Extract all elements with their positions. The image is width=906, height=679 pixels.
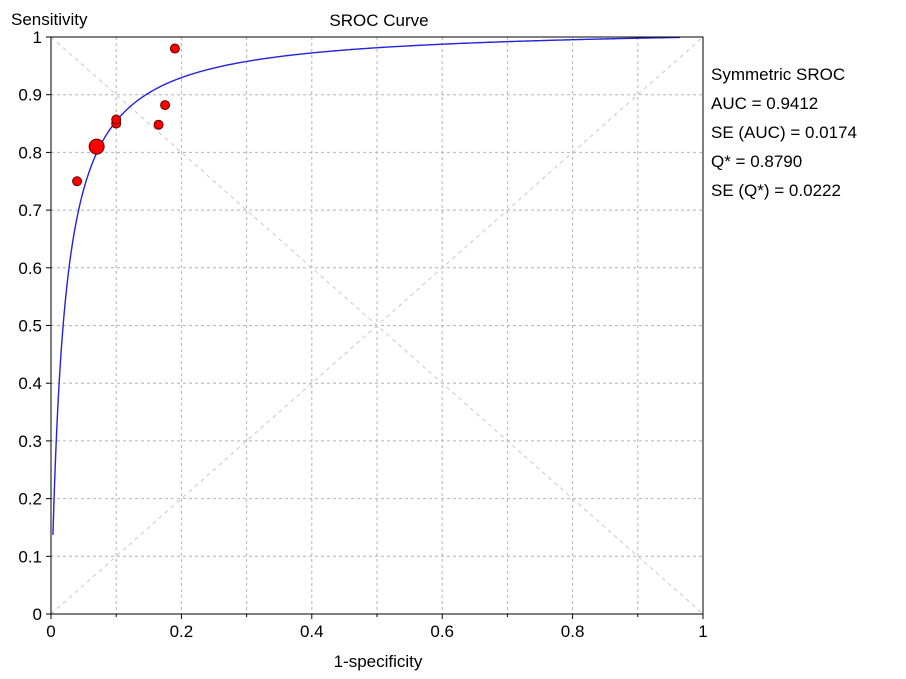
y-tick-label: 0.7 bbox=[18, 201, 42, 220]
y-tick-label: 0.3 bbox=[18, 432, 42, 451]
study-point bbox=[160, 100, 171, 111]
y-tick-label: 0.8 bbox=[18, 143, 42, 162]
study-points bbox=[72, 43, 180, 187]
y-axis-ticks: 0 0.1 0.2 0.3 0.4 0.5 0.6 0.7 0.8 0.9 1 bbox=[18, 28, 51, 624]
stats-auc: AUC = 0.9412 bbox=[711, 94, 819, 113]
sroc-curve-layer bbox=[52, 36, 681, 535]
stats-se-auc: SE (AUC) = 0.0174 bbox=[711, 123, 857, 142]
x-tick-label: 0 bbox=[46, 622, 55, 641]
study-point bbox=[88, 138, 105, 155]
x-axis-ticks: 0 0.2 0.4 0.6 0.8 1 bbox=[46, 614, 708, 641]
y-tick-label: 1 bbox=[33, 28, 42, 47]
y-tick-label: 0.9 bbox=[18, 86, 42, 105]
study-point bbox=[111, 114, 122, 125]
sroc-statistics-panel: Symmetric SROC AUC = 0.9412 SE (AUC) = 0… bbox=[711, 60, 857, 205]
y-tick-label: 0.5 bbox=[18, 317, 42, 336]
diagonal-reference-lines bbox=[50, 36, 704, 615]
chart-title: SROC Curve bbox=[329, 11, 428, 30]
sroc-curve bbox=[52, 36, 681, 535]
y-tick-label: 0 bbox=[33, 605, 42, 624]
grid-lines bbox=[51, 37, 703, 614]
x-tick-label: 0.4 bbox=[300, 622, 324, 641]
y-tick-label: 0.1 bbox=[18, 547, 42, 566]
stats-se-q-star: SE (Q*) = 0.0222 bbox=[711, 181, 841, 200]
stats-q-star: Q* = 0.8790 bbox=[711, 152, 803, 171]
study-point bbox=[153, 119, 164, 130]
y-tick-label: 0.6 bbox=[18, 259, 42, 278]
stats-heading: Symmetric SROC bbox=[711, 65, 846, 84]
x-tick-label: 1 bbox=[698, 622, 707, 641]
x-axis-label: 1-specificity bbox=[334, 652, 423, 671]
study-point bbox=[169, 43, 180, 54]
x-tick-label: 0.8 bbox=[561, 622, 585, 641]
y-tick-label: 0.2 bbox=[18, 490, 42, 509]
x-tick-label: 0.6 bbox=[430, 622, 454, 641]
y-axis-label: Sensitivity bbox=[11, 10, 88, 29]
y-tick-label: 0.4 bbox=[18, 374, 42, 393]
symmetry-diagonal bbox=[50, 36, 704, 615]
study-point bbox=[72, 176, 83, 187]
x-tick-label: 0.2 bbox=[170, 622, 194, 641]
